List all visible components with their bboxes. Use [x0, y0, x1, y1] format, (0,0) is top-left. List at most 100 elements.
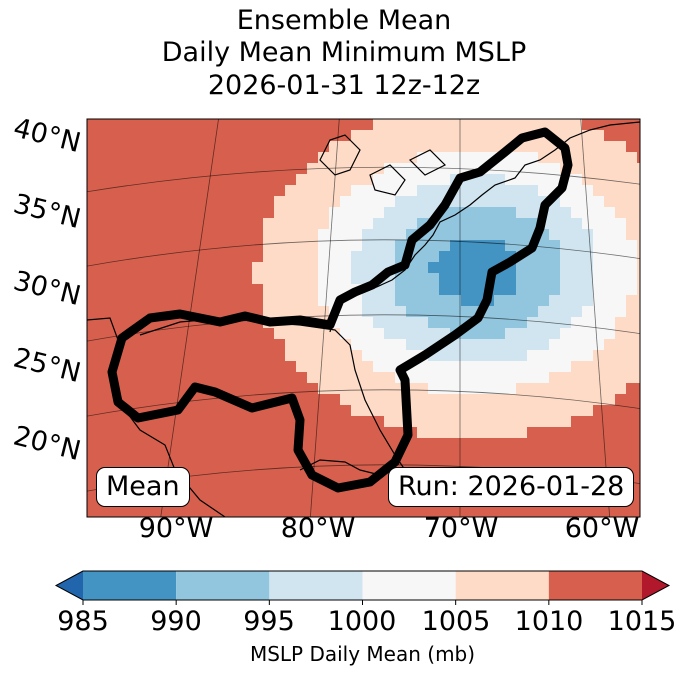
mslp-cell — [186, 185, 197, 196]
mslp-cell — [494, 394, 505, 405]
mslp-cell — [131, 504, 142, 515]
mslp-cell — [318, 350, 329, 361]
mslp-cell — [98, 361, 109, 372]
mslp-cell — [252, 449, 263, 460]
mslp-cell — [307, 218, 318, 229]
mslp-cell — [483, 339, 494, 350]
mslp-cell — [109, 515, 120, 517]
mslp-cell — [637, 218, 640, 229]
mslp-cell — [241, 196, 252, 207]
mslp-cell — [87, 339, 98, 350]
mslp-cell — [604, 119, 615, 130]
mslp-cell — [450, 317, 461, 328]
mslp-cell — [615, 163, 626, 174]
mslp-cell — [87, 449, 98, 460]
mslp-cell — [472, 416, 483, 427]
mslp-cell — [351, 515, 362, 517]
mslp-cell — [351, 262, 362, 273]
mslp-cell — [406, 339, 417, 350]
mslp-cell — [186, 196, 197, 207]
mslp-cell — [219, 504, 230, 515]
mslp-cell — [549, 174, 560, 185]
mslp-cell — [87, 295, 98, 306]
mslp-cell — [285, 284, 296, 295]
mslp-cell — [197, 460, 208, 471]
mslp-cell — [307, 328, 318, 339]
mslp-cell — [472, 207, 483, 218]
mslp-cell — [351, 416, 362, 427]
mslp-cell — [626, 229, 637, 240]
mslp-cell — [109, 339, 120, 350]
mslp-cell — [120, 339, 131, 350]
mslp-cell — [461, 438, 472, 449]
mslp-cell — [164, 361, 175, 372]
mslp-cell — [516, 152, 527, 163]
mslp-cell — [461, 515, 472, 517]
mslp-cell — [307, 273, 318, 284]
mslp-cell — [637, 240, 640, 251]
mslp-cell — [505, 504, 516, 515]
mslp-cell — [637, 251, 640, 262]
mslp-cell — [351, 493, 362, 504]
mslp-cell — [472, 383, 483, 394]
mslp-cell — [120, 449, 131, 460]
mslp-cell — [120, 240, 131, 251]
mslp-cell — [87, 174, 98, 185]
mslp-cell — [615, 295, 626, 306]
mslp-cell — [373, 284, 384, 295]
mslp-cell — [461, 251, 472, 262]
mslp-cell — [472, 174, 483, 185]
mslp-cell — [582, 350, 593, 361]
mslp-cell — [626, 152, 637, 163]
mslp-cell — [395, 427, 406, 438]
mslp-cell — [274, 174, 285, 185]
mslp-cell — [384, 207, 395, 218]
mslp-cell — [219, 460, 230, 471]
mslp-cell — [197, 339, 208, 350]
mslp-cell — [428, 152, 439, 163]
mslp-cell — [153, 163, 164, 174]
mslp-cell — [87, 196, 98, 207]
mslp-cell — [505, 273, 516, 284]
mslp-cell — [285, 328, 296, 339]
mslp-cell — [384, 394, 395, 405]
mslp-cell — [263, 339, 274, 350]
title-line-2: Daily Mean Minimum MSLP — [161, 37, 527, 68]
mslp-cell — [450, 251, 461, 262]
mslp-cell — [527, 174, 538, 185]
mslp-cell — [208, 174, 219, 185]
mslp-cell — [230, 251, 241, 262]
mslp-cell — [208, 438, 219, 449]
mslp-cell — [373, 504, 384, 515]
mslp-cell — [384, 130, 395, 141]
mslp-cell — [395, 218, 406, 229]
mslp-cell — [626, 460, 637, 471]
mslp-cell — [494, 438, 505, 449]
mslp-cell — [351, 394, 362, 405]
mslp-cell — [164, 119, 175, 130]
mslp-cell — [219, 306, 230, 317]
mslp-cell — [175, 372, 186, 383]
mslp-cell — [153, 152, 164, 163]
mslp-cell — [373, 339, 384, 350]
mslp-cell — [483, 427, 494, 438]
mslp-cell — [516, 504, 527, 515]
mslp-cell — [98, 339, 109, 350]
mslp-cell — [483, 229, 494, 240]
mslp-cell — [142, 328, 153, 339]
mslp-cell — [98, 152, 109, 163]
mslp-cell — [164, 207, 175, 218]
mslp-cell — [329, 152, 340, 163]
mslp-cell — [483, 449, 494, 460]
mslp-cell — [98, 295, 109, 306]
mslp-cell — [307, 207, 318, 218]
mslp-cell — [439, 350, 450, 361]
mslp-cell — [505, 317, 516, 328]
mslp-cell — [296, 218, 307, 229]
mslp-cell — [307, 416, 318, 427]
mslp-cell — [285, 196, 296, 207]
mslp-cell — [87, 482, 98, 493]
mslp-cell — [285, 218, 296, 229]
mslp-cell — [351, 317, 362, 328]
mslp-cell — [494, 339, 505, 350]
